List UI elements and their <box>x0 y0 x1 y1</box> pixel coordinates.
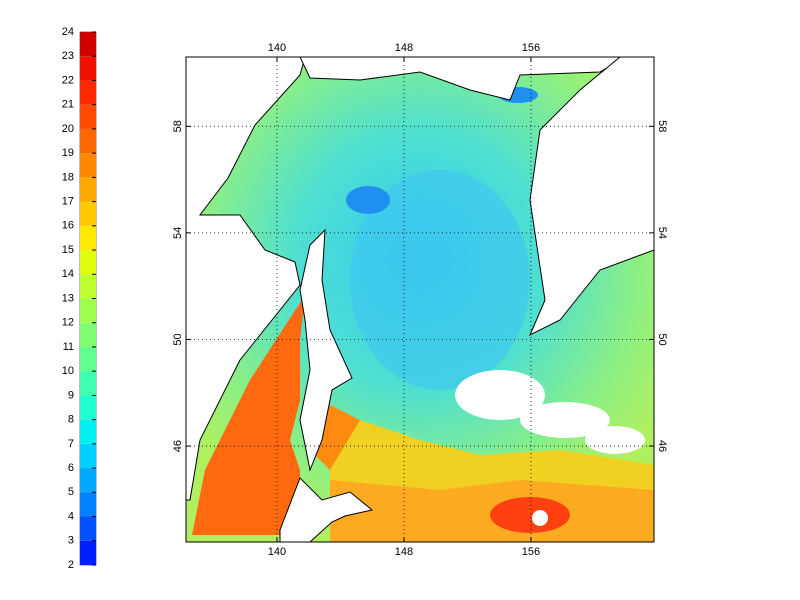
colorbar-band <box>80 322 96 347</box>
colorbar-tick-label: 22 <box>62 74 74 86</box>
colorbar-tick-label: 15 <box>62 244 74 256</box>
x-tick-label: 148 <box>395 42 413 54</box>
colorbar-tick-label: 6 <box>68 462 74 474</box>
colorbar-band <box>80 540 96 565</box>
colorbar-band <box>80 274 96 299</box>
colorbar-band <box>80 395 96 420</box>
cloud-gap <box>520 402 610 438</box>
colorbar-tick-label: 9 <box>68 389 74 401</box>
hot-spot <box>490 497 570 533</box>
y-tick-label: 50 <box>172 333 184 345</box>
colorbar-tick-label: 21 <box>62 99 74 111</box>
x-tick-label: 156 <box>522 546 540 558</box>
colorbar-tick-label: 5 <box>68 486 74 498</box>
land <box>299 228 353 472</box>
map-field <box>186 57 654 542</box>
colorbar-tick-label: 23 <box>62 50 74 62</box>
colorbar-band <box>80 177 96 202</box>
x-tick-label: 140 <box>268 546 286 558</box>
colorbar-band <box>80 80 96 105</box>
cool-area <box>350 170 530 390</box>
land <box>279 477 374 542</box>
colorbar-tick-label: 7 <box>68 438 74 450</box>
colorbar-tick-label: 20 <box>62 123 74 135</box>
colorbar-tick-label: 3 <box>68 535 74 547</box>
colorbar-tick-label: 8 <box>68 414 74 426</box>
colorbar-band <box>80 443 96 469</box>
x-tick-label: 148 <box>395 546 413 558</box>
colorbar-band <box>80 516 96 541</box>
colorbar-band <box>80 128 96 154</box>
colorbar-tick-label: 13 <box>62 292 74 304</box>
x-tick-label: 156 <box>522 42 540 54</box>
x-tick-label: 140 <box>268 42 286 54</box>
colorbar-band <box>80 419 96 444</box>
colorbar-band <box>80 250 96 275</box>
y-tick-label: 58 <box>172 120 184 132</box>
colorbar-band <box>80 201 96 226</box>
colorbar-band <box>80 346 96 372</box>
colorbar-band <box>80 225 96 251</box>
y-tick-label: 46 <box>656 440 668 452</box>
colorbar-tick-label: 4 <box>68 510 74 522</box>
colorbar-band <box>80 298 96 323</box>
colorbar-band <box>80 56 96 81</box>
colorbar-tick-label: 24 <box>62 26 74 38</box>
land <box>186 57 306 501</box>
y-tick-label: 54 <box>656 227 668 239</box>
warm-area <box>192 295 305 535</box>
y-tick-label: 58 <box>656 120 668 132</box>
colorbar-tick-label: 18 <box>62 171 74 183</box>
map-frame <box>185 56 655 543</box>
colorbar-tick-label: 19 <box>62 147 74 159</box>
colorbar-tick-label: 16 <box>62 220 74 232</box>
colorbar-band <box>80 104 96 129</box>
cold-spot <box>346 186 390 214</box>
y-tick-label: 46 <box>172 440 184 452</box>
cloud-gap <box>585 426 645 454</box>
y-tick-label: 50 <box>656 333 668 345</box>
colorbar-tick-label: 14 <box>62 268 74 280</box>
cloud-gap <box>455 370 545 420</box>
colorbar-tick-label: 12 <box>62 317 74 329</box>
colorbar-band <box>80 492 96 517</box>
colorbar-band <box>80 371 96 396</box>
colorbar-band <box>80 468 96 493</box>
colorbar-tick-label: 10 <box>62 365 74 377</box>
colorbar-tick-label: 11 <box>63 341 74 353</box>
cloud-gap <box>532 510 548 526</box>
colorbar-band <box>80 32 96 57</box>
colorbar-tick-label: 2 <box>68 559 74 571</box>
y-tick-label: 54 <box>172 227 184 239</box>
colorbar-band <box>80 153 96 178</box>
colorbar-tick-label: 17 <box>62 195 74 207</box>
